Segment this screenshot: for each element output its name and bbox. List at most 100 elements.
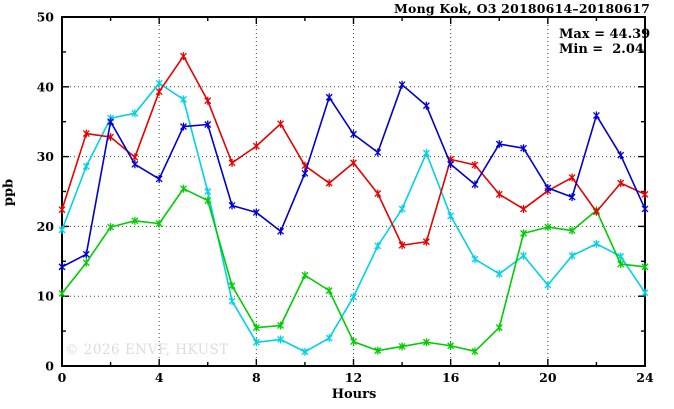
data-point-marker [641,288,649,297]
data-point-marker [520,144,528,153]
data-point-marker [325,93,333,102]
y-tick-label: 10 [37,289,55,304]
y-tick-label: 0 [45,359,54,374]
data-point-marker [374,189,382,198]
data-point-marker [617,260,625,269]
data-point-marker [325,334,333,343]
data-point-marker [82,258,90,267]
y-tick-label: 50 [37,10,55,25]
data-point-marker [82,162,90,171]
data-point-marker [398,204,406,213]
data-point-marker [641,262,649,271]
data-point-marker [204,120,212,129]
data-point-marker [398,241,406,250]
data-point-marker [471,160,479,169]
data-point-marker [325,286,333,295]
data-point-marker [107,223,115,232]
x-tick-label: 20 [539,370,557,385]
data-point-marker [471,347,479,356]
data-point-marker [520,204,528,213]
data-point-marker [277,321,285,330]
data-point-marker [350,130,357,139]
data-point-marker [252,142,260,151]
data-point-marker [495,190,503,199]
series-green-day [58,184,649,356]
data-point-marker [350,337,357,346]
max-value-label: Max = 44.39 [559,27,651,42]
x-tick-label: 0 [58,370,67,385]
data-point-marker [544,281,552,290]
data-point-marker [179,95,187,104]
data-point-marker [252,338,260,347]
data-point-marker [204,96,212,105]
data-point-marker [155,79,163,88]
data-point-marker [422,149,430,158]
x-tick-label: 8 [252,370,261,385]
data-point-marker [568,193,576,202]
data-point-marker [592,239,600,248]
data-point-marker [471,255,479,264]
data-point-marker [228,201,236,210]
x-tick-label: 24 [636,370,654,385]
x-tick-labels: 0 4 8 12 16 20 24 [58,370,654,385]
y-tick-label: 30 [37,149,55,164]
data-point-marker [544,223,552,232]
data-point-marker [155,87,163,96]
data-point-marker [301,271,309,280]
data-point-marker [568,226,576,235]
data-point-marker [374,148,382,157]
data-point-marker [422,338,430,347]
data-point-marker [107,117,115,126]
x-axis-label: Hours [331,387,377,402]
y-tick-labels: 0 10 20 30 40 50 [37,10,55,374]
data-point-marker [277,227,285,236]
data-point-marker [495,140,503,149]
data-point-marker [58,262,66,271]
x-tick-label: 12 [345,370,362,385]
data-point-marker [301,169,309,178]
data-point-marker [228,281,236,290]
data-point-marker [544,184,552,193]
data-point-marker [350,292,357,301]
series-cyan-day [58,79,649,356]
data-point-marker [398,342,406,351]
data-point-marker [447,160,455,169]
data-point-marker [592,207,600,216]
min-value-label: Min = 2.04 [559,42,644,57]
data-point-marker [82,250,90,259]
x-tick-label: 4 [155,370,164,385]
data-point-marker [447,211,455,220]
data-point-marker [301,347,309,356]
data-point-marker [520,229,528,238]
data-point-marker [495,323,503,332]
data-point-marker [131,216,139,225]
max-min-readout: Max = 44.39 Min = 2.04 [559,27,650,57]
series-line [61,55,646,247]
data-point-marker [641,204,649,213]
data-point-marker [204,196,212,205]
data-point-marker [641,190,649,199]
x-tick-label: 16 [442,370,460,385]
data-point-marker [179,122,187,131]
series-blue-day [58,80,649,271]
data-point-marker [447,341,455,350]
data-point-marker [131,109,139,118]
data-point-marker [350,158,357,167]
data-point-marker [325,179,333,188]
data-point-marker [520,251,528,260]
data-point-marker [228,158,236,167]
y-tick-label: 20 [37,219,55,234]
watermark: © 2026 ENVF, HKUST [65,342,229,358]
data-point-marker [179,52,187,61]
data-point-marker [495,269,503,278]
data-point-marker [204,187,212,196]
series-line [61,83,646,268]
data-point-marker [617,151,625,160]
chart-title: Mong Kok, O3 20180614–20180617 [394,1,650,16]
data-point-marker [422,237,430,246]
data-point-marker [155,174,163,183]
data-point-marker [592,111,600,120]
data-point-marker [131,160,139,169]
data-point-marker [568,251,576,260]
